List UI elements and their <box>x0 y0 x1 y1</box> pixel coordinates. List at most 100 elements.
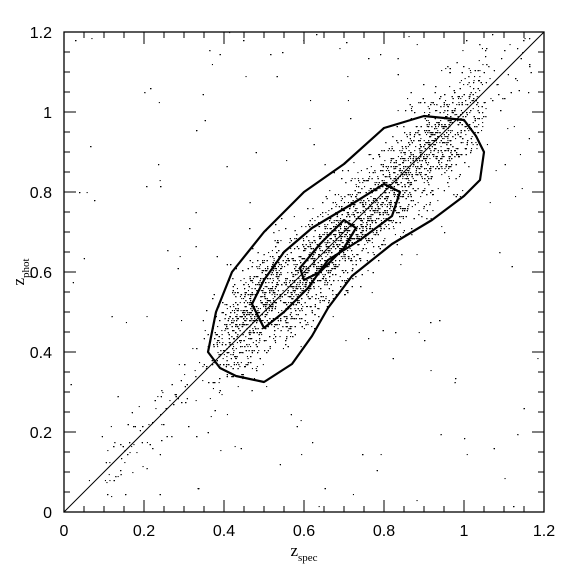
scatter-point <box>397 194 399 196</box>
scatter-point <box>108 474 110 476</box>
scatter-point <box>405 160 407 162</box>
scatter-point <box>276 284 278 286</box>
scatter-point <box>234 446 236 448</box>
scatter-point <box>205 368 207 370</box>
scatter-point <box>456 154 458 156</box>
scatter-point <box>420 138 422 140</box>
scatter-point <box>260 300 262 302</box>
scatter-point <box>367 242 369 244</box>
scatter-point <box>124 462 126 464</box>
scatter-point <box>346 280 348 282</box>
scatter-point <box>289 282 291 284</box>
scatter-point <box>376 182 378 184</box>
scatter-point <box>370 166 372 168</box>
scatter-point <box>445 150 447 152</box>
scatter-point <box>408 196 410 198</box>
scatter-point <box>479 76 481 78</box>
scatter-point <box>403 196 405 198</box>
scatter-point <box>302 290 304 292</box>
scatter-point <box>537 358 539 360</box>
scatter-point <box>250 296 252 298</box>
scatter-point <box>398 184 400 186</box>
scatter-point <box>360 170 362 172</box>
scatter-point <box>346 226 348 228</box>
scatter-point <box>460 154 462 156</box>
scatter-point <box>409 166 411 168</box>
scatter-point <box>437 126 439 128</box>
scatter-point <box>369 176 371 178</box>
scatter-point <box>481 130 483 132</box>
scatter-point <box>370 154 372 156</box>
scatter-point <box>444 168 446 170</box>
scatter-point <box>436 128 438 130</box>
scatter-point <box>486 144 488 146</box>
scatter-point <box>490 98 492 100</box>
scatter-point <box>393 196 395 198</box>
scatter-point <box>403 158 405 160</box>
scatter-point <box>426 126 428 128</box>
scatter-point <box>290 294 292 296</box>
scatter-point <box>478 106 480 108</box>
scatter-point <box>235 348 237 350</box>
scatter-point <box>301 226 303 228</box>
scatter-point <box>328 266 330 268</box>
scatter-point <box>441 152 443 154</box>
scatter-point <box>374 182 376 184</box>
scatter-point <box>417 162 419 164</box>
scatter-point <box>437 130 439 132</box>
scatter-point <box>468 130 470 132</box>
scatter-point <box>423 140 425 142</box>
scatter-point <box>344 254 346 256</box>
scatter-point <box>302 288 304 290</box>
scatter-point <box>403 168 405 170</box>
scatter-point <box>258 266 260 268</box>
scatter-point <box>435 158 437 160</box>
scatter-point <box>257 308 259 310</box>
scatter-point <box>390 210 392 212</box>
scatter-point <box>478 132 480 134</box>
scatter-point <box>444 136 446 138</box>
scatter-point <box>414 150 416 152</box>
scatter-point <box>401 156 403 158</box>
scatter-point <box>226 356 228 358</box>
scatter-point <box>287 258 289 260</box>
scatter-point <box>360 202 362 204</box>
scatter-point <box>380 454 382 456</box>
scatter-points <box>70 32 544 508</box>
scatter-point <box>221 330 223 332</box>
scatter-point <box>260 282 262 284</box>
scatter-point <box>377 176 379 178</box>
scatter-point <box>399 150 401 152</box>
scatter-point <box>387 204 389 206</box>
scatter-point <box>261 320 263 322</box>
scatter-point <box>448 104 450 106</box>
scatter-point <box>389 202 391 204</box>
scatter-point <box>226 414 228 416</box>
scatter-point <box>88 480 90 482</box>
scatter-point <box>424 188 426 190</box>
scatter-point <box>271 310 273 312</box>
scatter-point <box>299 292 301 294</box>
scatter-point <box>428 162 430 164</box>
scatter-point <box>400 196 402 198</box>
scatter-point <box>303 328 305 330</box>
scatter-point <box>420 152 422 154</box>
scatter-point <box>364 212 366 214</box>
scatter-point <box>342 258 344 260</box>
scatter-point <box>404 190 406 192</box>
scatter-point <box>259 268 261 270</box>
scatter-point <box>429 172 431 174</box>
scatter-point <box>475 142 477 144</box>
scatter-point <box>318 222 320 224</box>
scatter-point <box>472 100 474 102</box>
scatter-point <box>275 286 277 288</box>
scatter-point <box>471 148 473 150</box>
scatter-point <box>407 166 409 168</box>
scatter-point <box>311 326 313 328</box>
scatter-point <box>381 202 383 204</box>
scatter-point <box>257 284 259 286</box>
scatter-point <box>235 326 237 328</box>
scatter-point <box>362 178 364 180</box>
scatter-point <box>294 308 296 310</box>
scatter-point <box>295 314 297 316</box>
